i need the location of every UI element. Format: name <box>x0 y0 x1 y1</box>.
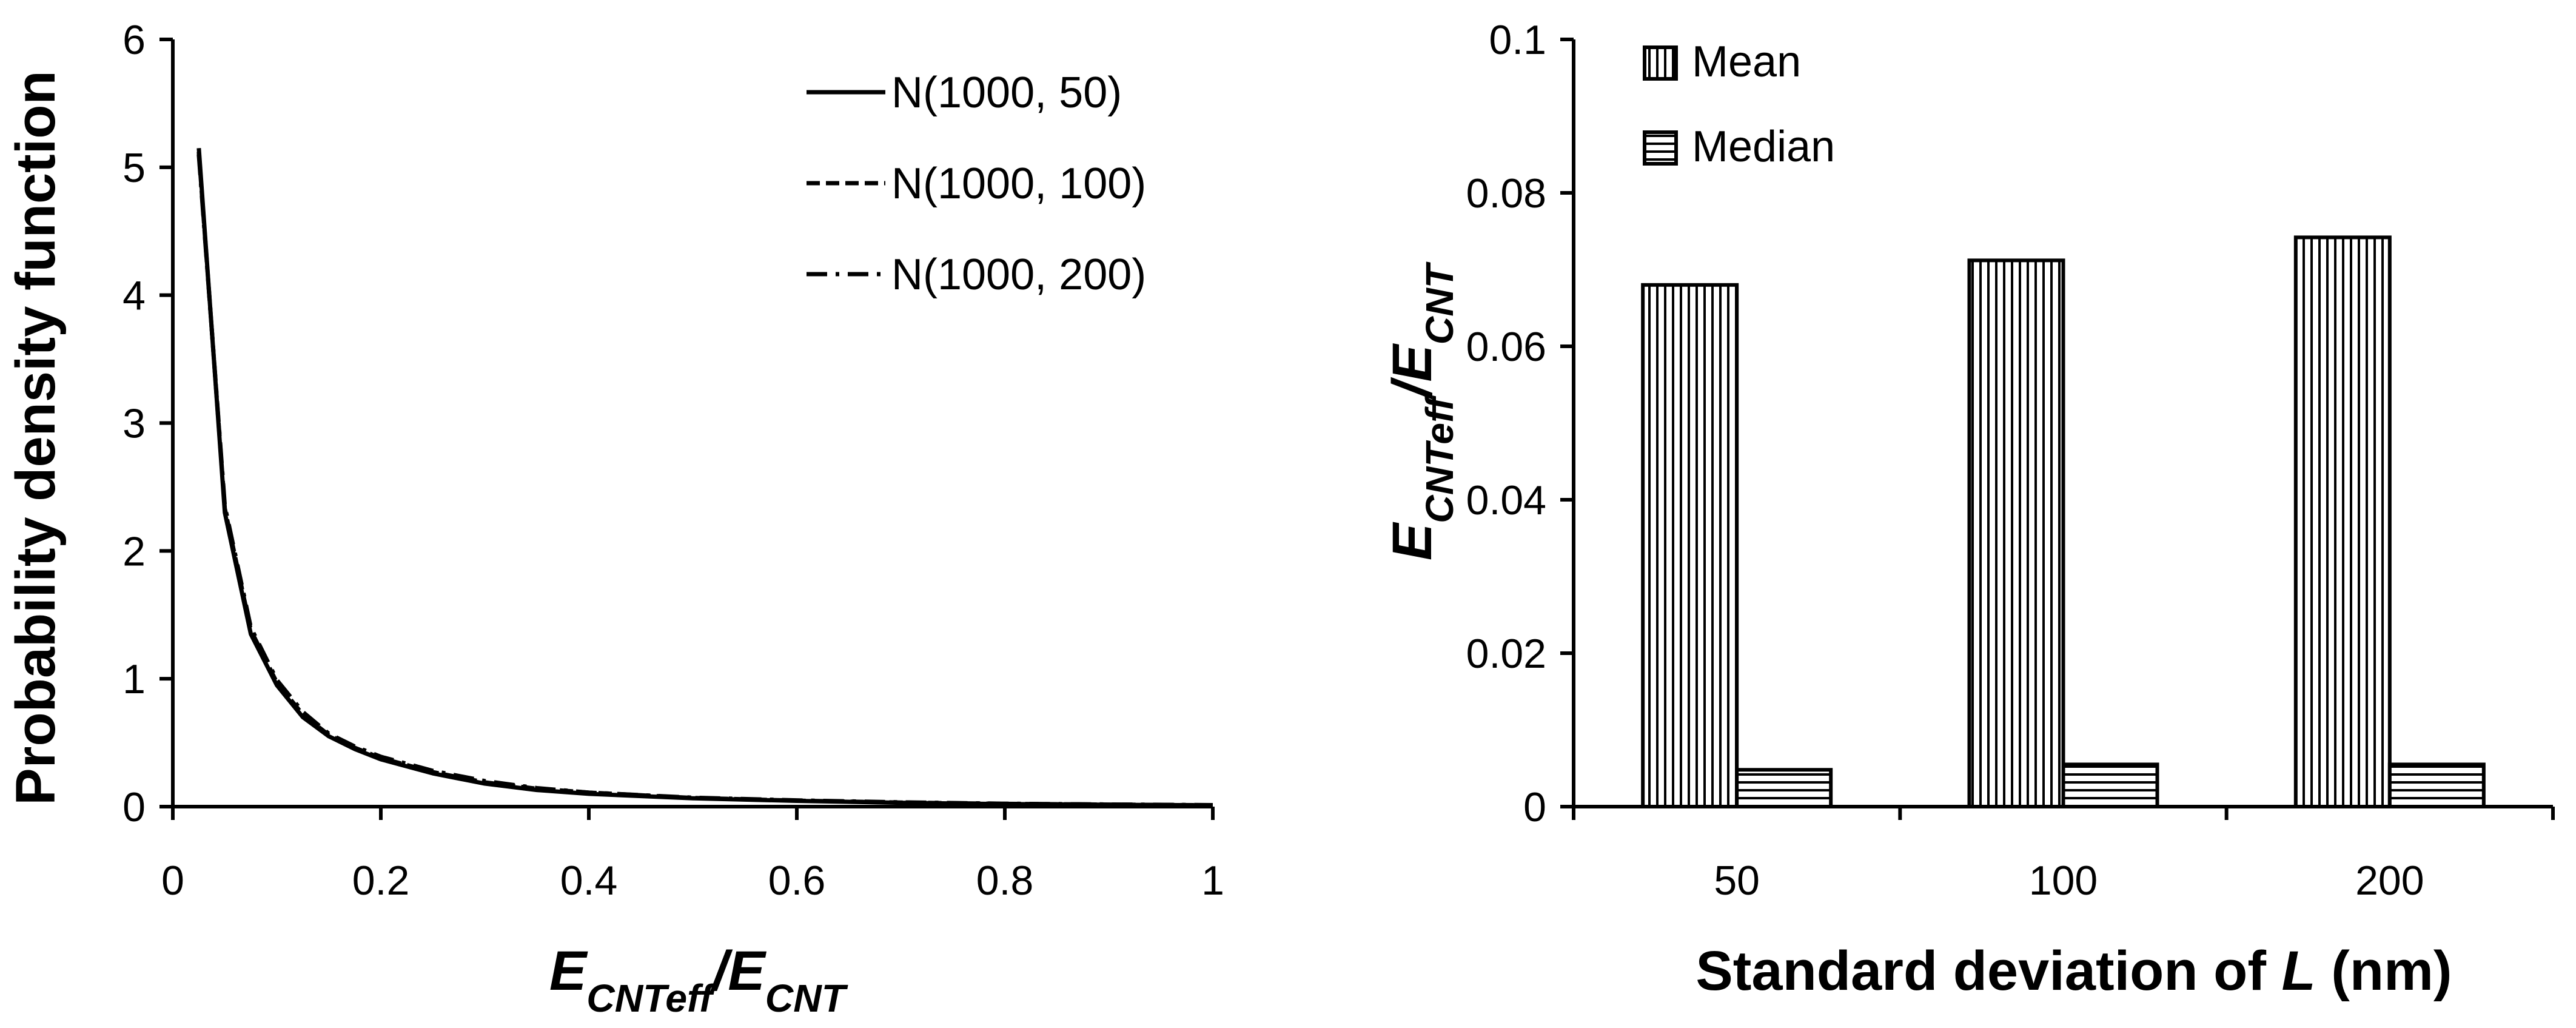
right-bars-group <box>1641 235 2486 809</box>
left-y-tick-label: 6 <box>122 17 146 63</box>
bar-mean-50 <box>1641 283 1739 808</box>
legend-label: Mean <box>1692 38 1801 86</box>
bar-median-100 <box>2061 762 2159 809</box>
right-x-axis-title: Standard deviation of L (nm) <box>1696 940 2452 1002</box>
left-y-tick-label: 5 <box>122 145 146 191</box>
bar-median-50 <box>1735 768 1833 809</box>
legend-label: N(1000, 50) <box>891 69 1122 117</box>
left-y-tick-label: 3 <box>122 401 146 447</box>
legend-label: N(1000, 100) <box>891 160 1146 208</box>
right-legend: Mean Median <box>1643 38 1835 171</box>
left-axes <box>159 38 1215 820</box>
right-y-tick-label: 0.08 <box>1466 170 1546 217</box>
right-y-tick-label: 0 <box>1523 784 1546 830</box>
left-tick-labels: 0 1 2 3 4 5 6 0 0.2 0.4 0.6 0.8 1 <box>122 17 1224 904</box>
left-x-tick-label: 0 <box>161 858 184 904</box>
left-y-axis-title: Probability density function <box>5 70 67 805</box>
right-y-tick-label: 0.1 <box>1489 17 1546 63</box>
legend-swatch-median <box>1643 130 1678 166</box>
right-x-tick-label: 100 <box>2029 858 2098 904</box>
right-x-tick-label: 50 <box>1714 858 1760 904</box>
bar-median-200 <box>2387 762 2486 809</box>
legend-swatch-mean <box>1643 45 1678 81</box>
left-y-tick-label: 2 <box>122 528 146 574</box>
left-x-tick-label: 0.2 <box>352 858 410 904</box>
left-x-tick-label: 0.6 <box>768 858 826 904</box>
left-legend: N(1000, 50) N(1000, 100) N(1000, 200) <box>807 69 1146 299</box>
right-y-axis-title: ECNTeff/ECNT <box>1381 261 1461 560</box>
left-x-tick-label: 1 <box>1201 858 1224 904</box>
left-y-tick-label: 1 <box>122 656 146 702</box>
bar-mean-100 <box>1967 258 2065 808</box>
left-y-tick-label: 0 <box>122 784 146 830</box>
left-series-group <box>196 147 1213 808</box>
bar-mean-200 <box>2293 235 2392 808</box>
left-x-axis-title: ECNTeff/ECNT <box>549 940 848 1020</box>
right-y-tick-label: 0.04 <box>1466 477 1546 523</box>
pdf-line-chart: 0 1 2 3 4 5 6 0 0.2 0.4 0.6 0.8 1 Probability densit… <box>5 17 1224 1020</box>
left-x-tick-label: 0.8 <box>976 858 1034 904</box>
mean-median-bar-chart: 0 0.02 0.04 0.06 0.08 0.1 50 100 200 ECNTeff/ECN… <box>1381 17 2555 1002</box>
left-x-tick-label: 0.4 <box>560 858 618 904</box>
right-y-tick-label: 0.02 <box>1466 631 1546 677</box>
series-line-dashdot <box>196 154 1213 807</box>
right-x-tick-label: 200 <box>2355 858 2424 904</box>
left-y-tick-label: 4 <box>122 273 146 319</box>
legend-label: Median <box>1692 123 1835 171</box>
legend-label: N(1000, 200) <box>891 250 1146 299</box>
right-y-tick-label: 0.06 <box>1466 324 1546 370</box>
right-tick-labels: 0 0.02 0.04 0.06 0.08 0.1 50 100 200 <box>1466 17 2424 904</box>
series-line-solid <box>196 147 1213 808</box>
